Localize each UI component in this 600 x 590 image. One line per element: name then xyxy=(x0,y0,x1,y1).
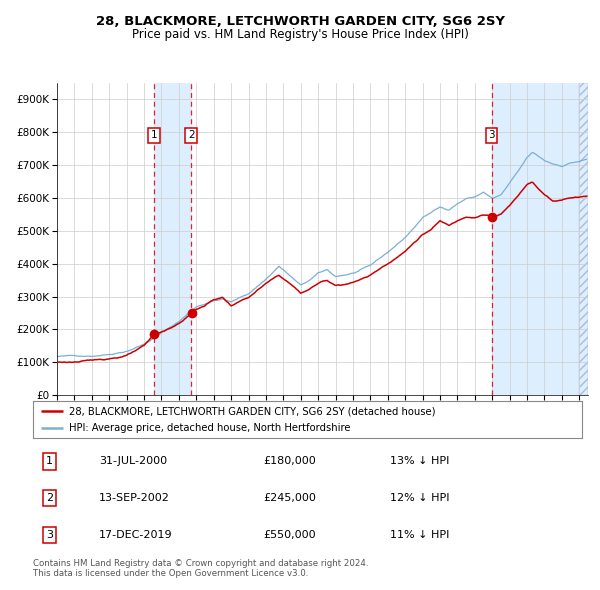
Text: 28, BLACKMORE, LETCHWORTH GARDEN CITY, SG6 2SY (detached house): 28, BLACKMORE, LETCHWORTH GARDEN CITY, S… xyxy=(68,407,435,417)
Text: 3: 3 xyxy=(488,130,495,140)
Text: 1: 1 xyxy=(151,130,157,140)
Bar xyxy=(154,83,191,395)
Bar xyxy=(491,83,588,395)
Bar xyxy=(579,83,588,395)
Text: £180,000: £180,000 xyxy=(263,457,316,467)
Text: 1: 1 xyxy=(46,457,53,467)
Text: 31-JUL-2000: 31-JUL-2000 xyxy=(99,457,167,467)
Text: 12% ↓ HPI: 12% ↓ HPI xyxy=(390,493,449,503)
Text: 17-DEC-2019: 17-DEC-2019 xyxy=(99,530,173,540)
Text: 3: 3 xyxy=(46,530,53,540)
Text: 28, BLACKMORE, LETCHWORTH GARDEN CITY, SG6 2SY: 28, BLACKMORE, LETCHWORTH GARDEN CITY, S… xyxy=(95,15,505,28)
Text: £550,000: £550,000 xyxy=(263,530,316,540)
Text: 13% ↓ HPI: 13% ↓ HPI xyxy=(390,457,449,467)
Text: HPI: Average price, detached house, North Hertfordshire: HPI: Average price, detached house, Nort… xyxy=(68,422,350,432)
Text: 2: 2 xyxy=(46,493,53,503)
Text: 11% ↓ HPI: 11% ↓ HPI xyxy=(390,530,449,540)
Text: 13-SEP-2002: 13-SEP-2002 xyxy=(99,493,170,503)
Text: £245,000: £245,000 xyxy=(263,493,316,503)
Text: Price paid vs. HM Land Registry's House Price Index (HPI): Price paid vs. HM Land Registry's House … xyxy=(131,28,469,41)
Text: 2: 2 xyxy=(188,130,194,140)
Text: Contains HM Land Registry data © Crown copyright and database right 2024.
This d: Contains HM Land Registry data © Crown c… xyxy=(33,559,368,578)
